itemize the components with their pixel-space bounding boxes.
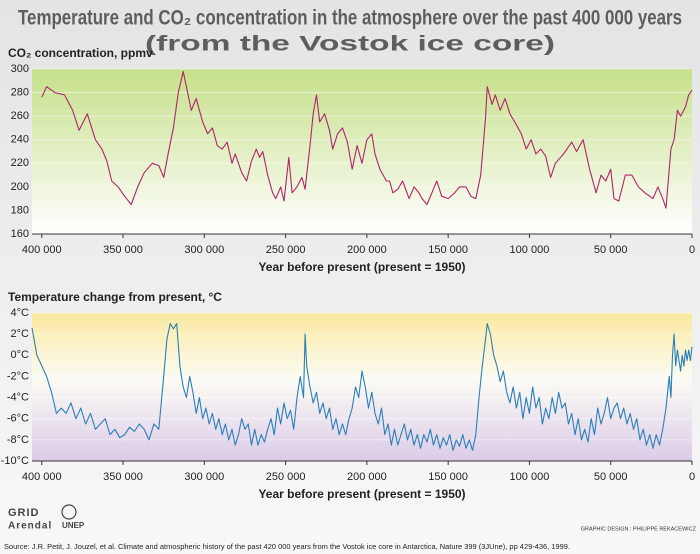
y-tick-label: -10°C	[1, 455, 29, 467]
source: Source: J.R. Petit, J. Jouzel, et al. Cl…	[4, 544, 570, 551]
x-tick-label: 0	[689, 471, 695, 483]
logo-text: GRID	[8, 507, 40, 519]
logo-text: Arendal	[8, 521, 52, 532]
y-tick-label: -6°C	[7, 413, 29, 425]
y-tick-label: 4°C	[11, 307, 30, 319]
title: (from the Vostok ice core)	[145, 33, 555, 56]
x-tick-label: 300 000	[184, 471, 224, 483]
logo-text: UNEP	[62, 521, 85, 530]
x-tick-label: 100 000	[510, 471, 550, 483]
y-tick-label: 180	[11, 204, 29, 216]
x-tick-label: 200 000	[347, 244, 387, 256]
y-tick-label: -4°C	[7, 391, 29, 403]
x-axis-title: Year before present (present = 1950)	[258, 487, 465, 501]
credit: GRAPHIC DESIGN : PHILIPPE REKACEWICZ	[581, 526, 697, 532]
x-tick-label: 50 000	[594, 244, 628, 256]
chart: 160 180 200 220 240 260 280 300 400 000 350 000 30…	[8, 46, 695, 274]
data-line	[31, 323, 693, 451]
y-axis-title: Temperature change from present, °C	[8, 290, 222, 304]
y-tick-label: -2°C	[7, 370, 29, 382]
logo: GRID Arendal UNEP	[8, 504, 85, 532]
y-axis-title: CO₂ concentration, ppmv	[8, 46, 153, 60]
plot-area	[32, 313, 692, 461]
x-tick-label: 350 000	[103, 471, 143, 483]
y-tick-label: 240	[11, 134, 29, 146]
x-axis-title: Year before present (present = 1950)	[258, 260, 465, 274]
x-tick-label: 150 000	[428, 471, 468, 483]
y-tick-label: 260	[11, 110, 29, 122]
x-tick-label: 250 000	[266, 244, 306, 256]
title: Temperature and CO₂ concentration in the…	[18, 7, 682, 30]
y-tick-label: -8°C	[7, 434, 29, 446]
plot-area	[32, 69, 692, 234]
y-tick-label: 2°C	[11, 328, 30, 340]
x-tick-label: 400 000	[22, 244, 62, 256]
x-tick-label: 150 000	[428, 244, 468, 256]
y-tick-label: 300	[11, 63, 29, 75]
x-tick-label: 400 000	[22, 471, 62, 483]
y-tick-label: 220	[11, 157, 29, 169]
x-tick-label: 100 000	[510, 244, 550, 256]
x-tick-label: 0	[689, 244, 695, 256]
data-line	[41, 70, 693, 209]
x-tick-label: 350 000	[103, 244, 143, 256]
y-tick-label: 200	[11, 181, 29, 193]
x-tick-label: 300 000	[184, 244, 224, 256]
x-tick-label: 50 000	[594, 471, 628, 483]
x-tick-label: 250 000	[266, 471, 306, 483]
y-tick-label: 0°C	[11, 349, 30, 361]
y-tick-label: 280	[11, 86, 29, 98]
chart: 4°C 2°C 0°C -2°C -4°C -6°C -8°C -10°C 400 000 350…	[1, 290, 695, 501]
y-tick-label: 160	[11, 228, 29, 240]
x-tick-label: 200 000	[347, 471, 387, 483]
logo-icon	[61, 504, 77, 520]
